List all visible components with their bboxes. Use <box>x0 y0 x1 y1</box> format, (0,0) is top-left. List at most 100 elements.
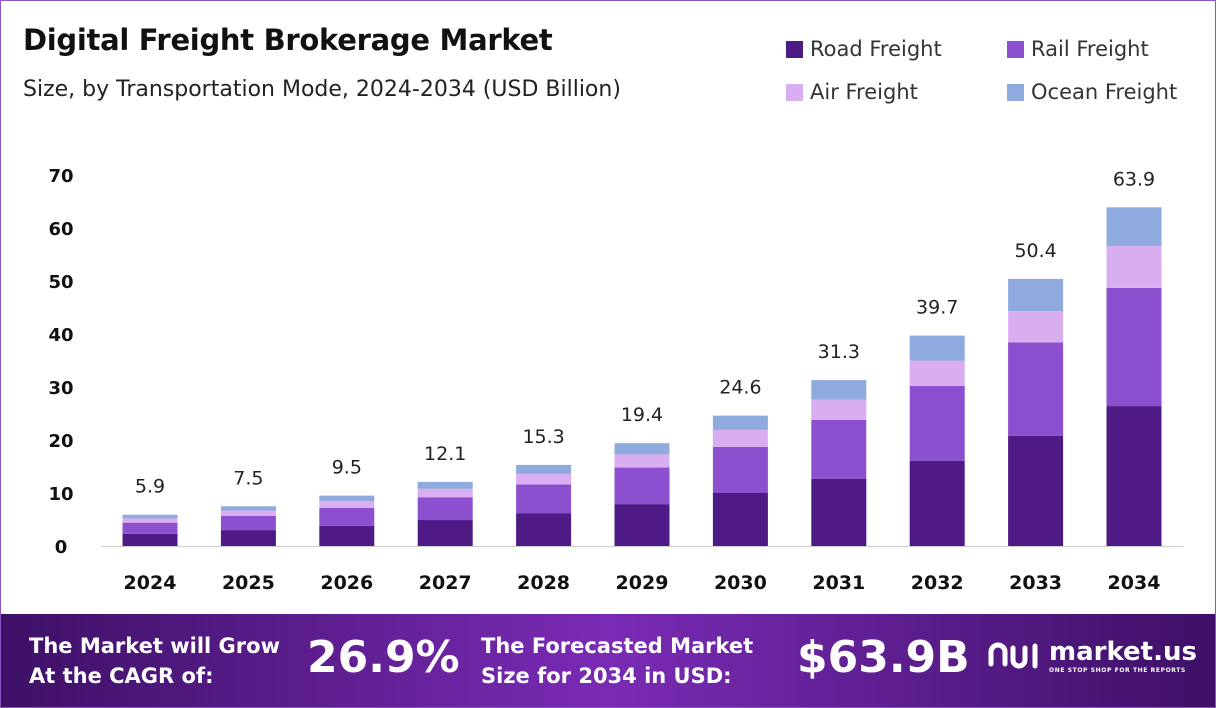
x-tick-label-2027: 2027 <box>419 572 472 594</box>
bar-segment-ocean-freight-2033 <box>1008 278 1064 312</box>
legend-item-road-freight: Road Freight <box>786 37 942 61</box>
x-tick-label-2030: 2030 <box>714 572 767 594</box>
legend-swatch-ocean-freight <box>1007 83 1024 101</box>
y-tick-label: 10 <box>48 484 73 505</box>
bar-total-label-2031: 31.3 <box>818 341 860 363</box>
legend-item-rail-freight: Rail Freight <box>1007 37 1149 61</box>
brand-name: market.us <box>1049 636 1197 667</box>
bar-segment-rail-freight-2034 <box>1106 287 1162 407</box>
legend-item-air-freight: Air Freight <box>786 80 918 104</box>
forecast-value: $63.9B <box>797 632 970 683</box>
forecast-label: The Forecasted Market Size for 2034 in U… <box>481 631 753 691</box>
footer-banner: The Market will Grow At the CAGR of: 26.… <box>1 614 1215 707</box>
bar-total-label-2029: 19.4 <box>621 404 663 426</box>
bar-total-label-2033: 50.4 <box>1014 240 1056 262</box>
brand-logo: market.us ONE STOP SHOP FOR THE REPORTS <box>987 638 1197 674</box>
bar-segment-rail-freight-2027 <box>417 497 473 521</box>
forecast-label-line1: The Forecasted Market <box>481 634 754 658</box>
x-tick-label-2032: 2032 <box>911 572 964 594</box>
y-tick-label: 60 <box>48 219 73 240</box>
bar-segment-air-freight-2031 <box>811 399 867 420</box>
bar-segment-road-freight-2028 <box>516 513 572 546</box>
legend-label-ocean-freight: Ocean Freight <box>1031 80 1178 104</box>
bar-segment-ocean-freight-2026 <box>319 495 375 501</box>
y-tick-label: 40 <box>48 325 73 346</box>
y-tick-label: 70 <box>48 166 73 187</box>
legend-swatch-rail-freight <box>1007 40 1024 58</box>
x-tick-label-2024: 2024 <box>124 572 177 594</box>
y-tick-label: 0 <box>55 537 68 558</box>
bar-segment-air-freight-2030 <box>712 429 768 447</box>
bar-segment-air-freight-2033 <box>1008 311 1064 343</box>
forecast-label-line2: Size for 2034 in USD: <box>481 664 732 688</box>
bar-segment-rail-freight-2025 <box>220 515 276 531</box>
brand-tagline: ONE STOP SHOP FOR THE REPORTS <box>1049 666 1186 674</box>
cagr-value: 26.9% <box>307 632 460 683</box>
cagr-label-line2: At the CAGR of: <box>29 664 214 688</box>
bar-segment-ocean-freight-2032 <box>909 335 965 361</box>
bar-segment-air-freight-2025 <box>220 510 276 516</box>
bar-total-label-2028: 15.3 <box>522 426 564 448</box>
bar-total-label-2030: 24.6 <box>719 377 761 399</box>
bar-segment-air-freight-2028 <box>516 473 572 485</box>
x-tick-label-2026: 2026 <box>320 572 373 594</box>
bar-segment-road-freight-2030 <box>712 493 768 546</box>
bar-segment-road-freight-2032 <box>909 460 965 546</box>
bar-segment-air-freight-2034 <box>1106 246 1162 288</box>
bar-segment-ocean-freight-2027 <box>417 481 473 489</box>
bar-total-label-2025: 7.5 <box>233 467 263 489</box>
cagr-label: The Market will Grow At the CAGR of: <box>29 631 280 691</box>
x-tick-label-2033: 2033 <box>1009 572 1062 594</box>
bar-segment-ocean-freight-2028 <box>516 464 572 474</box>
y-tick-label: 30 <box>48 378 73 399</box>
bar-segment-rail-freight-2033 <box>1008 342 1064 436</box>
bar-segment-road-freight-2024 <box>122 533 178 546</box>
bar-segment-road-freight-2031 <box>811 478 867 546</box>
stacked-bar-chart: 0102030405060705.920247.520259.5202612.1… <box>48 166 1183 594</box>
bar-segment-ocean-freight-2030 <box>712 415 768 430</box>
x-tick-label-2028: 2028 <box>517 572 570 594</box>
legend-swatch-road-freight <box>786 40 803 58</box>
bar-segment-ocean-freight-2029 <box>614 443 670 455</box>
bar-segment-road-freight-2029 <box>614 504 670 546</box>
bar-total-label-2026: 9.5 <box>332 457 362 479</box>
x-tick-label-2034: 2034 <box>1108 572 1161 594</box>
market-us-logo-icon <box>988 642 1038 669</box>
bar-segment-air-freight-2024 <box>122 518 178 523</box>
bar-segment-air-freight-2027 <box>417 488 473 498</box>
bar-total-label-2034: 63.9 <box>1113 168 1155 190</box>
bar-total-label-2024: 5.9 <box>135 476 165 498</box>
bar-segment-air-freight-2029 <box>614 454 670 468</box>
y-tick-label: 50 <box>48 272 73 293</box>
bar-segment-rail-freight-2029 <box>614 467 670 505</box>
x-tick-label-2029: 2029 <box>616 572 669 594</box>
bar-segment-rail-freight-2024 <box>122 522 178 534</box>
chart-title: Digital Freight Brokerage Market <box>23 23 553 57</box>
bar-segment-ocean-freight-2034 <box>1106 207 1162 247</box>
bar-segment-road-freight-2034 <box>1106 406 1162 546</box>
legend-item-ocean-freight: Ocean Freight <box>1007 80 1177 104</box>
bar-segment-rail-freight-2028 <box>516 484 572 514</box>
y-tick-label: 20 <box>48 431 73 452</box>
legend-label-air-freight: Air Freight <box>810 80 918 104</box>
bar-segment-road-freight-2025 <box>220 530 276 546</box>
bar-segment-road-freight-2027 <box>417 520 473 546</box>
bar-total-label-2032: 39.7 <box>916 297 958 319</box>
bar-total-label-2027: 12.1 <box>424 443 466 465</box>
bar-segment-road-freight-2026 <box>319 525 375 546</box>
bar-segment-rail-freight-2026 <box>319 507 375 526</box>
legend-swatch-air-freight <box>786 83 803 101</box>
legend-label-rail-freight: Rail Freight <box>1031 37 1149 61</box>
bar-segment-ocean-freight-2024 <box>122 514 178 519</box>
bar-segment-ocean-freight-2025 <box>220 506 276 511</box>
bar-segment-rail-freight-2031 <box>811 419 867 479</box>
bar-segment-ocean-freight-2031 <box>811 380 867 400</box>
bar-segment-rail-freight-2032 <box>909 385 965 461</box>
bar-segment-air-freight-2032 <box>909 360 965 386</box>
bar-segment-air-freight-2026 <box>319 500 375 508</box>
chart-subtitle: Size, by Transportation Mode, 2024-2034 … <box>23 77 621 102</box>
x-tick-label-2031: 2031 <box>812 572 865 594</box>
legend-label-road-freight: Road Freight <box>810 37 942 61</box>
bar-segment-road-freight-2033 <box>1008 435 1064 546</box>
